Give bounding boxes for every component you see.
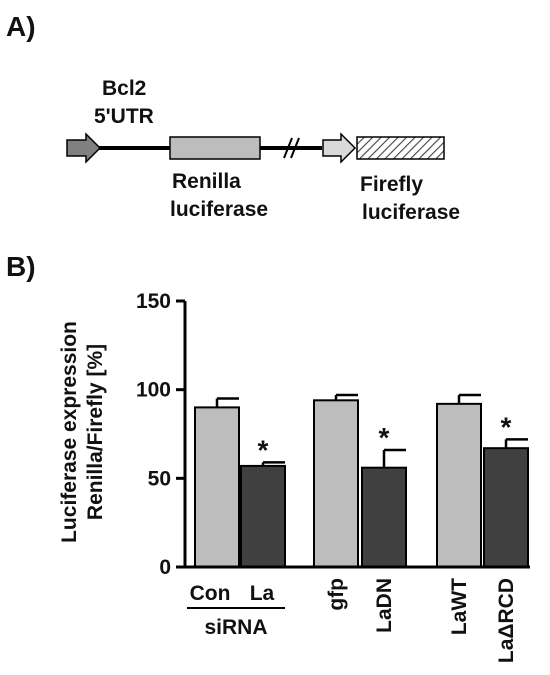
firefly-promoter-arrow (322, 132, 357, 164)
firefly-box (356, 136, 445, 160)
renilla-label-line1: Renilla (172, 170, 241, 193)
construct-diagram (66, 132, 445, 164)
y-axis-title-line2: Renilla/Firefly [%] (84, 344, 107, 520)
y-tick-label: 50 (148, 467, 171, 490)
firefly-label-line2: luciferase (362, 201, 460, 224)
x-tick-label: LaDN (373, 578, 396, 633)
panel-a-label: A) (6, 11, 36, 42)
significance-marker: * (379, 422, 390, 453)
y-tick-label: 100 (136, 379, 171, 402)
break-mark-2 (290, 137, 300, 159)
bar-chart: 0 50 100 150 * * * Con La gfp LaDN LaWT LaΔRCD (136, 290, 530, 663)
x-tick-label: Con (190, 582, 231, 605)
bar (313, 399, 359, 568)
y-tick-label: 150 (136, 290, 171, 313)
panel-b-label: B) (6, 251, 36, 282)
renilla-box (169, 136, 261, 160)
promoter-label-line2: 5'UTR (94, 105, 154, 128)
x-tick-label: LaΔRCD (495, 578, 518, 663)
bar (194, 406, 240, 568)
y-axis-title: Luciferase expression Renilla/Firefly [%… (58, 321, 107, 543)
bar (436, 402, 482, 568)
x-tick-label: gfp (325, 578, 348, 611)
significance-marker: * (258, 434, 269, 465)
bar (483, 447, 529, 569)
significance-marker: * (501, 411, 512, 442)
firefly-label-line1: Firefly (360, 173, 423, 196)
x-tick-label: La (250, 582, 275, 605)
y-axis-title-line1: Luciferase expression (58, 321, 81, 543)
promoter-arrow (66, 132, 102, 164)
bar (240, 464, 286, 569)
y-tick-label: 0 (159, 556, 171, 579)
bar (361, 466, 407, 568)
x-tick-label: LaWT (448, 578, 471, 635)
break-mark-1 (283, 137, 293, 159)
promoter-label-line1: Bcl2 (102, 77, 146, 100)
sirna-group-label: siRNA (204, 616, 267, 639)
renilla-label-line2: luciferase (170, 198, 268, 221)
